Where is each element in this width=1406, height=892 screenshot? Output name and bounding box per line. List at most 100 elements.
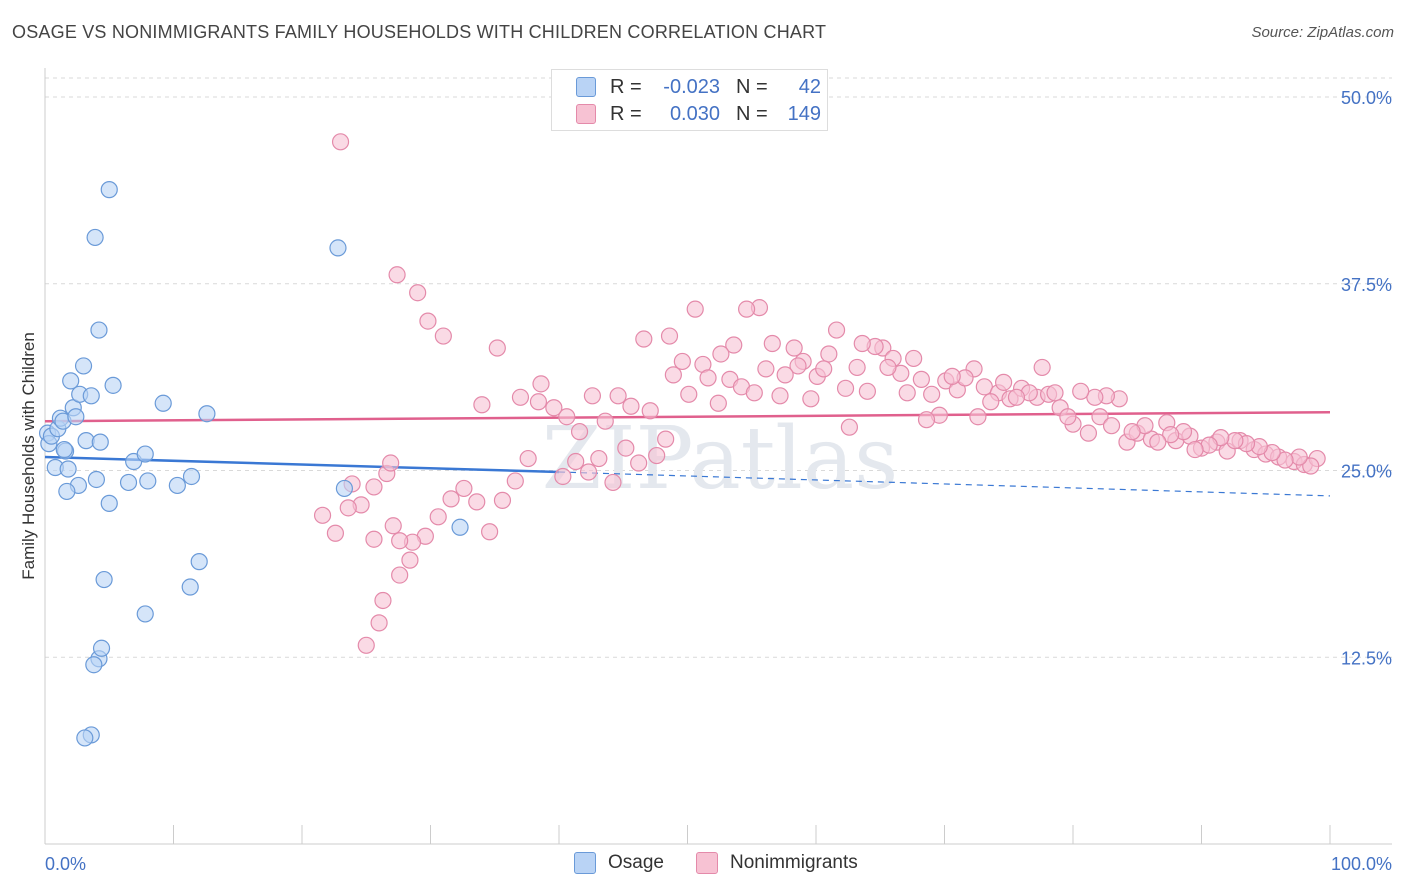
nonimmigrants-point bbox=[1200, 436, 1218, 454]
osage-point bbox=[136, 605, 154, 623]
osage-point bbox=[451, 518, 469, 536]
nonimmigrants-point bbox=[789, 357, 807, 375]
nonimmigrants-point bbox=[357, 636, 375, 654]
nonimmigrants-point bbox=[745, 384, 763, 402]
nonimmigrants-point bbox=[709, 394, 727, 412]
nonimmigrants-point bbox=[943, 367, 961, 385]
n-label: N = bbox=[736, 102, 768, 125]
osage-point bbox=[136, 445, 154, 463]
nonimmigrants-point bbox=[1033, 358, 1051, 377]
nonimmigrants-point bbox=[1302, 457, 1320, 475]
y-tick-label: 50.0% bbox=[1341, 88, 1392, 108]
nonimmigrants-point bbox=[579, 463, 598, 481]
nonimmigrants-point bbox=[419, 312, 437, 330]
nonimmigrants-point bbox=[434, 327, 452, 345]
nonimmigrants-point bbox=[583, 387, 602, 405]
nonimmigrants-point bbox=[339, 499, 357, 517]
nonimmigrants-point bbox=[1186, 440, 1204, 459]
nonimmigrants-point bbox=[506, 472, 524, 490]
osage-point bbox=[329, 239, 347, 257]
osage-point bbox=[335, 479, 354, 498]
nonimmigrants-point bbox=[763, 334, 781, 353]
osage-point bbox=[86, 228, 104, 247]
n-value: 149 bbox=[787, 102, 821, 125]
osage-point bbox=[92, 639, 111, 657]
y-tick-label: 12.5% bbox=[1341, 648, 1392, 668]
osage-legend-swatch bbox=[574, 852, 596, 874]
nonimmigrants-trend-line bbox=[44, 410, 1331, 423]
nonimmigrants-point bbox=[641, 402, 659, 420]
nonimmigrants-point bbox=[776, 366, 794, 384]
osage-point bbox=[55, 440, 73, 459]
nonimmigrants-point bbox=[567, 452, 585, 471]
nonimmigrants-point bbox=[391, 566, 409, 584]
nonimmigrants-point bbox=[401, 551, 419, 569]
nonimmigrants-point bbox=[529, 393, 548, 411]
nonimmigrants-point bbox=[370, 614, 388, 632]
nonimmigrants-point bbox=[493, 491, 512, 509]
nonimmigrants-point bbox=[622, 397, 640, 415]
osage-point bbox=[100, 494, 118, 512]
osage-point bbox=[139, 472, 157, 490]
nonimmigrants-point bbox=[912, 370, 930, 388]
nonimmigrants-point bbox=[725, 336, 743, 354]
nonimmigrants-point bbox=[442, 490, 460, 508]
n-label: N = bbox=[736, 75, 768, 98]
nonimmigrants-point bbox=[815, 360, 833, 378]
nonimmigrants-point bbox=[969, 408, 987, 426]
nonimmigrants-point bbox=[1226, 432, 1244, 450]
legend-row-nonimmigrants: R = 0.030 N = 149 bbox=[576, 101, 821, 127]
nonimmigrants-point bbox=[657, 430, 675, 448]
nonimmigrants-point bbox=[1290, 448, 1308, 466]
osage-trend-extension bbox=[558, 471, 1331, 497]
nonimmigrants-point bbox=[429, 508, 447, 526]
r-value: -0.023 bbox=[663, 75, 720, 98]
correlation-legend: R = -0.023 N = 42 R = 0.030 N = 149 bbox=[551, 69, 828, 131]
osage-point bbox=[58, 482, 76, 501]
data-points bbox=[38, 133, 1326, 747]
nonimmigrants-point bbox=[630, 454, 648, 472]
legend-item-osage: Osage bbox=[574, 852, 664, 874]
nonimmigrants-point bbox=[905, 349, 923, 368]
nonimmigrants-point bbox=[1276, 451, 1294, 469]
nonimmigrants-point bbox=[617, 439, 635, 457]
r-label: R = bbox=[610, 75, 642, 98]
nonimmigrants-point bbox=[511, 388, 530, 406]
nonimmigrants-point bbox=[384, 517, 402, 535]
osage-point bbox=[190, 553, 208, 571]
nonimmigrants-point bbox=[635, 330, 653, 348]
nonimmigrants-point bbox=[1079, 424, 1098, 442]
nonimmigrants-point bbox=[1149, 433, 1167, 451]
legend-item-nonimmigrants: Nonimmigrants bbox=[696, 852, 858, 874]
nonimmigrants-point bbox=[596, 412, 614, 430]
nonimmigrants-point bbox=[820, 345, 838, 363]
nonimmigrants-point bbox=[664, 366, 682, 384]
nonimmigrants-point bbox=[326, 524, 345, 542]
nonimmigrants-point bbox=[712, 345, 730, 363]
osage-point bbox=[59, 460, 77, 478]
nonimmigrants-legend-swatch bbox=[696, 852, 718, 874]
nonimmigrants-point bbox=[409, 284, 427, 302]
nonimmigrants-point bbox=[917, 411, 936, 429]
nonimmigrants-point bbox=[481, 523, 499, 541]
nonimmigrants-point bbox=[648, 446, 666, 465]
nonimmigrants-point bbox=[391, 532, 409, 550]
nonimmigrants-point bbox=[473, 396, 491, 414]
osage-point bbox=[85, 656, 103, 674]
osage-point bbox=[87, 470, 106, 489]
nonimmigrants-point bbox=[374, 591, 392, 610]
nonimmigrants-legend-label: Nonimmigrants bbox=[730, 852, 858, 873]
chart-source: Source: ZipAtlas.com bbox=[1251, 24, 1394, 41]
x-tick-labels: 0.0% 100.0% bbox=[45, 854, 1392, 874]
nonimmigrants-point bbox=[455, 479, 473, 498]
nonimmigrants-point bbox=[609, 387, 627, 405]
nonimmigrants-point bbox=[382, 454, 400, 472]
nonimmigrants-point bbox=[365, 478, 383, 496]
gridlines bbox=[45, 77, 1392, 658]
nonimmigrants-point bbox=[840, 418, 859, 436]
osage-point bbox=[95, 570, 113, 589]
osage-legend-label: Osage bbox=[608, 852, 664, 873]
nonimmigrants-point bbox=[331, 133, 350, 151]
nonimmigrants-point bbox=[836, 379, 855, 397]
osage-point bbox=[198, 405, 216, 423]
